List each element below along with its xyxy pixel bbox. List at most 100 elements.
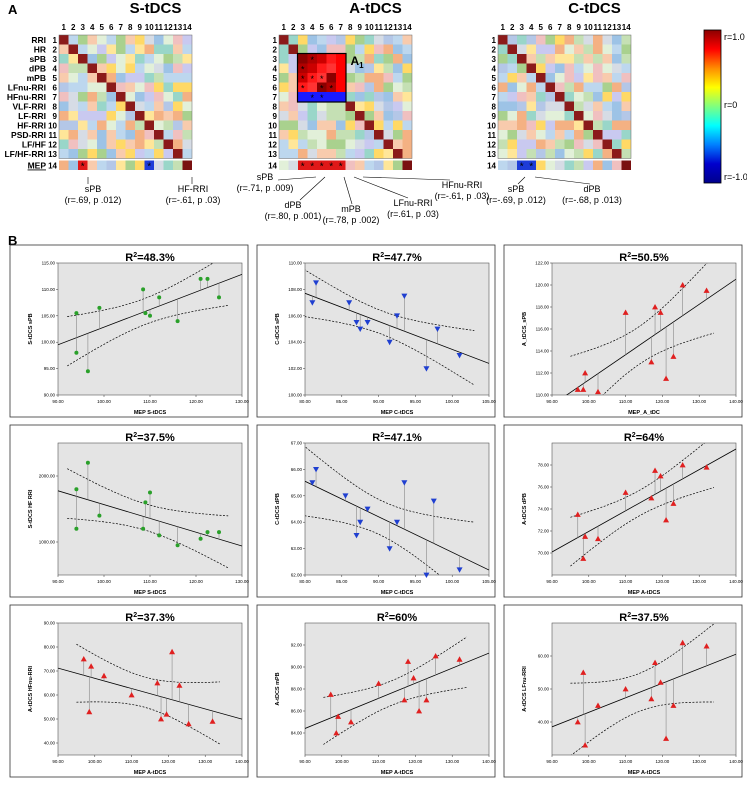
matrix-cell	[87, 120, 97, 130]
mep-cell	[593, 160, 603, 170]
col-number: 1	[62, 23, 67, 32]
matrix-cell	[59, 120, 69, 130]
matrix-cell	[355, 35, 365, 45]
matrix-cell	[383, 120, 393, 130]
col-number: 5	[320, 23, 325, 32]
x-tick-label: 80.00	[299, 579, 311, 584]
matrix-cell	[97, 92, 107, 102]
fit-line	[566, 278, 736, 395]
data-point	[357, 519, 364, 526]
row-number: 3	[53, 55, 58, 64]
y-tick-label: 40.00	[44, 741, 56, 746]
regression-group	[552, 623, 736, 755]
significance-star: *	[147, 162, 151, 173]
y-axis-label: A-tDCS mPB	[275, 672, 281, 705]
y-tick-label: 116.00	[536, 327, 550, 332]
data-point	[423, 572, 430, 578]
data-point	[97, 513, 102, 518]
scatter-chart: R2=47.1% 80.00 85.00 90.00 95.00 100.00 105.00…	[256, 424, 496, 598]
matrix-cell	[383, 73, 393, 83]
mep-cell	[526, 160, 536, 170]
annotation-a-hfnu: HFnu-RRI (r=-.61, p .03)	[426, 180, 498, 202]
matrix-cell	[612, 63, 622, 73]
matrix-cell	[621, 92, 631, 102]
matrix-cell	[307, 35, 317, 45]
matrix-cell	[364, 139, 374, 149]
matrix-cell	[612, 35, 622, 45]
matrix-cell	[59, 101, 69, 111]
data-point	[679, 639, 686, 646]
matrix-cell	[517, 44, 527, 54]
matrix-cell	[621, 73, 631, 83]
matrix-cell	[621, 54, 631, 64]
matrix-cell	[279, 149, 289, 159]
y-tick-label: 92.00	[291, 643, 303, 648]
matrix-cell	[555, 63, 565, 73]
matrix-cell	[154, 149, 164, 159]
mep-cell	[326, 160, 336, 170]
matrix-cell	[593, 54, 603, 64]
x-tick-label: 100.00	[97, 579, 111, 584]
matrix-cell	[498, 82, 508, 92]
matrix-cell	[182, 82, 192, 92]
matrix-cell	[374, 120, 384, 130]
col-number: 2	[71, 23, 76, 32]
matrix-cell	[298, 130, 308, 140]
matrix-cell	[593, 73, 603, 83]
matrix-cell	[507, 111, 517, 121]
matrix-cell	[555, 35, 565, 45]
row-number: 8	[492, 103, 497, 112]
y-tick-label: 84.00	[291, 731, 303, 736]
matrix-cell	[517, 101, 527, 111]
matrix-cell	[393, 54, 403, 64]
row-label: HF-RRI	[17, 121, 46, 131]
plot-area	[304, 622, 490, 756]
data-point	[357, 326, 364, 332]
matrix-cell	[355, 149, 365, 159]
x-tick-label: 100.00	[582, 399, 596, 404]
matrix-cell	[116, 101, 126, 111]
matrix-cell	[59, 111, 69, 121]
row-label: RRI	[31, 35, 46, 45]
matrix-cell	[336, 111, 346, 121]
inset-cell	[336, 73, 346, 83]
matrix-cell	[144, 92, 154, 102]
matrix-cell	[345, 73, 355, 83]
matrix-cell	[68, 63, 78, 73]
row-number: 2	[273, 46, 278, 55]
y-axis-label: S-tDCS sPB	[28, 313, 34, 344]
matrix-cell	[336, 120, 346, 130]
matrix-cell	[163, 82, 173, 92]
matrix-cell	[498, 101, 508, 111]
matrix-cell	[374, 54, 384, 64]
matrix-cell	[182, 54, 192, 64]
matrix-cell	[97, 73, 107, 83]
annotation-r: (r=-.68, p .013)	[562, 195, 622, 205]
x-tick-label: 90.00	[52, 399, 64, 404]
fit-line	[58, 667, 242, 720]
ci-upper	[76, 643, 220, 683]
matrix-cell	[545, 111, 555, 121]
matrix-cell	[602, 44, 612, 54]
col-number: 4	[90, 23, 95, 32]
row-number: 11	[269, 131, 278, 140]
matrix-cell	[144, 54, 154, 64]
data-point	[670, 353, 677, 359]
regression-group	[552, 443, 736, 567]
matrix-cell	[59, 35, 69, 45]
row-number: 1	[492, 36, 497, 45]
matrix-cell	[583, 63, 593, 73]
ci-lower	[602, 332, 714, 395]
matrix-cell	[87, 44, 97, 54]
data-point	[157, 295, 162, 300]
matrix-cell	[498, 54, 508, 64]
fit-line	[552, 653, 736, 728]
matrix-cell	[279, 73, 289, 83]
matrix-cell	[97, 54, 107, 64]
matrix-cell	[345, 82, 355, 92]
x-tick-label: 100.00	[335, 759, 349, 764]
data-point	[423, 697, 430, 703]
matrix-cell	[144, 63, 154, 73]
matrix-cell	[68, 139, 78, 149]
